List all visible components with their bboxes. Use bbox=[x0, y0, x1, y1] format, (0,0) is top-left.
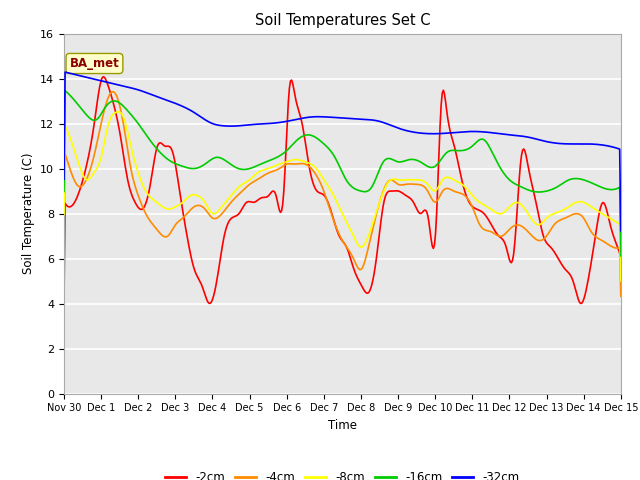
X-axis label: Time: Time bbox=[328, 419, 357, 432]
Legend: -2cm, -4cm, -8cm, -16cm, -32cm: -2cm, -4cm, -8cm, -16cm, -32cm bbox=[160, 466, 525, 480]
Text: BA_met: BA_met bbox=[70, 57, 119, 70]
Y-axis label: Soil Temperature (C): Soil Temperature (C) bbox=[22, 153, 35, 275]
Title: Soil Temperatures Set C: Soil Temperatures Set C bbox=[255, 13, 430, 28]
